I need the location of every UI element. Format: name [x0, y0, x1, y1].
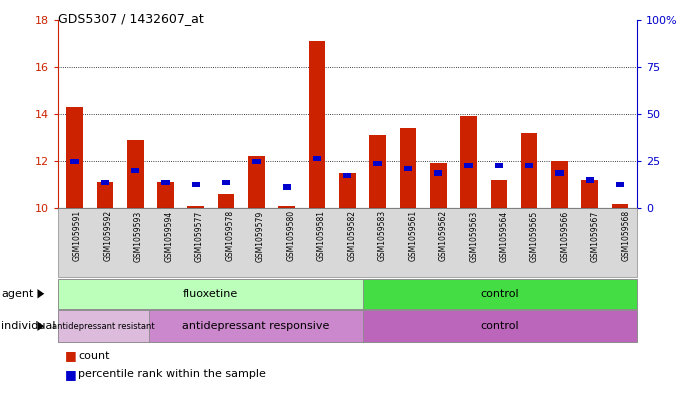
- Bar: [464, 163, 473, 169]
- Bar: [97, 182, 113, 208]
- Bar: [252, 158, 261, 164]
- Text: GSM1059563: GSM1059563: [469, 210, 478, 261]
- Text: percentile rank within the sample: percentile rank within the sample: [78, 369, 266, 379]
- Bar: [66, 107, 83, 208]
- Bar: [430, 163, 447, 208]
- Text: GSM1059580: GSM1059580: [287, 210, 296, 261]
- Text: GSM1059562: GSM1059562: [439, 210, 447, 261]
- Text: count: count: [78, 351, 110, 361]
- Text: GSM1059577: GSM1059577: [195, 210, 204, 261]
- Bar: [222, 180, 230, 185]
- Text: control: control: [480, 289, 519, 299]
- Bar: [70, 158, 79, 164]
- Text: GSM1059566: GSM1059566: [560, 210, 569, 261]
- Text: GSM1059581: GSM1059581: [317, 210, 326, 261]
- Bar: [586, 177, 594, 183]
- Text: GSM1059561: GSM1059561: [408, 210, 417, 261]
- Bar: [404, 165, 412, 171]
- Bar: [616, 182, 624, 187]
- Bar: [157, 182, 174, 208]
- Bar: [490, 180, 507, 208]
- Text: GSM1059592: GSM1059592: [104, 210, 112, 261]
- Text: GSM1059578: GSM1059578: [225, 210, 234, 261]
- Bar: [127, 140, 144, 208]
- Text: GSM1059593: GSM1059593: [134, 210, 143, 261]
- Bar: [313, 156, 321, 162]
- Text: GSM1059564: GSM1059564: [500, 210, 509, 261]
- Bar: [369, 135, 386, 208]
- Bar: [434, 170, 443, 176]
- Bar: [218, 194, 234, 208]
- Bar: [191, 182, 200, 187]
- Bar: [101, 180, 109, 185]
- Bar: [308, 41, 326, 208]
- Bar: [248, 156, 265, 208]
- Text: control: control: [480, 321, 519, 331]
- Text: antidepressant resistant: antidepressant resistant: [52, 322, 155, 331]
- Bar: [525, 163, 533, 169]
- Bar: [373, 161, 382, 166]
- Bar: [612, 204, 629, 208]
- Text: individual: individual: [1, 321, 56, 331]
- Bar: [131, 168, 140, 173]
- Text: antidepressant responsive: antidepressant responsive: [183, 321, 330, 331]
- Bar: [551, 161, 568, 208]
- Bar: [343, 173, 351, 178]
- Text: GSM1059594: GSM1059594: [165, 210, 174, 261]
- Bar: [460, 116, 477, 208]
- Text: GSM1059579: GSM1059579: [256, 210, 265, 261]
- Bar: [161, 180, 170, 185]
- Text: GSM1059565: GSM1059565: [530, 210, 539, 261]
- Text: GSM1059582: GSM1059582: [347, 210, 356, 261]
- Text: GSM1059567: GSM1059567: [591, 210, 600, 261]
- Text: GSM1059591: GSM1059591: [73, 210, 82, 261]
- Text: GSM1059568: GSM1059568: [622, 210, 631, 261]
- Bar: [279, 206, 295, 208]
- Text: fluoxetine: fluoxetine: [183, 289, 238, 299]
- Bar: [521, 133, 537, 208]
- Text: GSM1059583: GSM1059583: [378, 210, 387, 261]
- Bar: [582, 180, 598, 208]
- Text: ■: ■: [65, 367, 76, 381]
- Text: GDS5307 / 1432607_at: GDS5307 / 1432607_at: [58, 12, 204, 25]
- Bar: [339, 173, 355, 208]
- Bar: [494, 163, 503, 169]
- Text: agent: agent: [1, 289, 34, 299]
- Bar: [555, 170, 564, 176]
- Bar: [187, 206, 204, 208]
- Bar: [400, 128, 416, 208]
- Text: ■: ■: [65, 349, 76, 362]
- Bar: [283, 184, 291, 190]
